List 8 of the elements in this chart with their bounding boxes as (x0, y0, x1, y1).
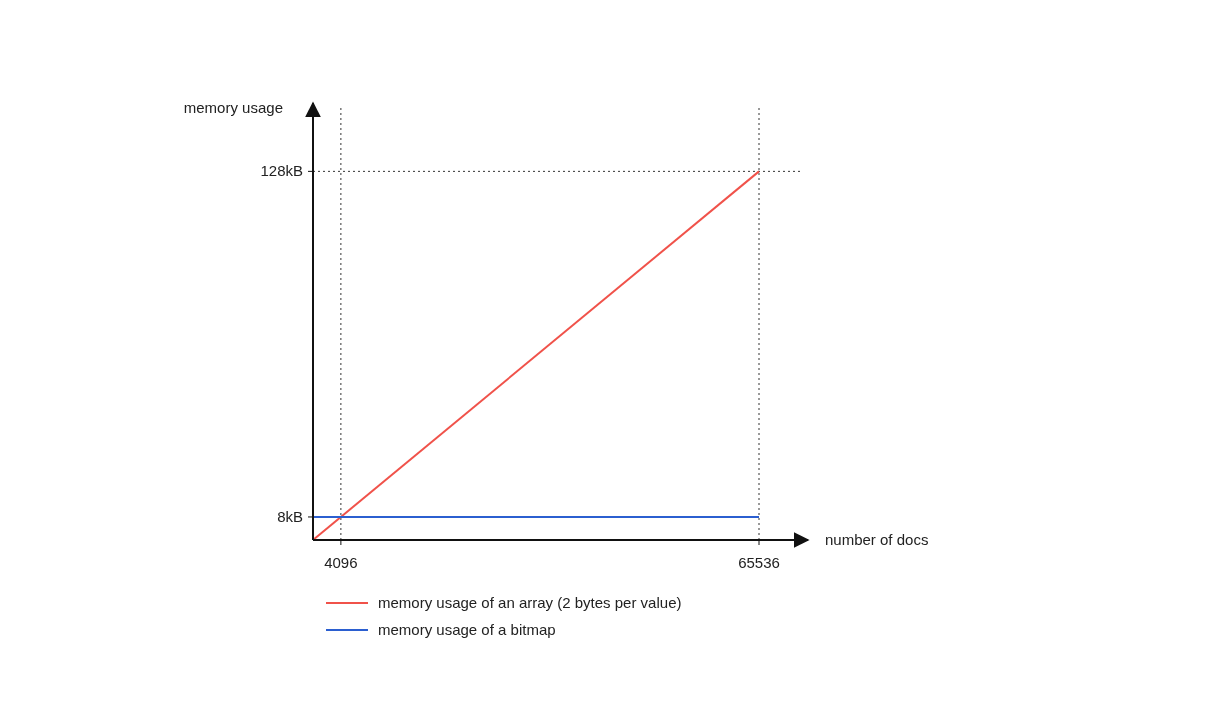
legend-label: memory usage of an array (2 bytes per value) (378, 594, 682, 611)
x-axis-title: number of docs (825, 531, 929, 548)
legend-label: memory usage of a bitmap (378, 621, 556, 638)
y-tick-label: 8kB (277, 507, 303, 525)
y-axis-title: memory usage (183, 99, 283, 116)
x-tick-label: 65536 (738, 554, 780, 571)
x-tick-label: 4096 (324, 554, 358, 571)
y-tick-label: 128kB (260, 162, 303, 180)
